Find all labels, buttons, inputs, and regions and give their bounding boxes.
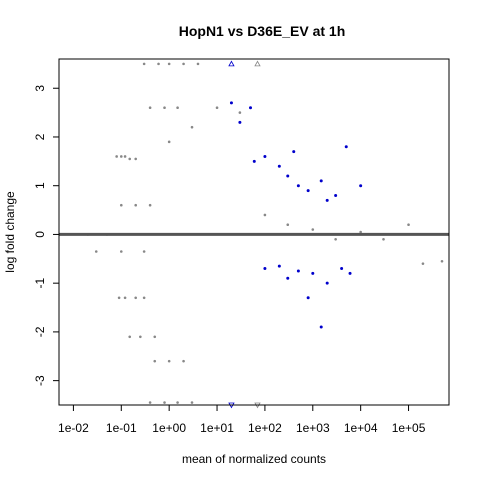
gene-point bbox=[190, 401, 194, 404]
gene-point bbox=[142, 250, 146, 253]
gene-point bbox=[407, 223, 410, 226]
x-tick-label: 1e+01 bbox=[200, 421, 234, 435]
gene-point bbox=[238, 111, 242, 114]
gene-point bbox=[142, 62, 146, 66]
gene-point bbox=[167, 62, 171, 66]
significant-gene-point bbox=[277, 164, 281, 168]
significant-gene-point bbox=[277, 264, 281, 268]
gene-point bbox=[119, 250, 123, 253]
gene-point bbox=[119, 155, 123, 158]
gene-point bbox=[440, 259, 444, 263]
y-tick-label: -3 bbox=[33, 375, 47, 386]
y-tick-label: 3 bbox=[33, 85, 47, 92]
x-tick-label: 1e-02 bbox=[58, 421, 89, 435]
gene-point bbox=[359, 230, 362, 234]
x-tick-label: 1e+03 bbox=[296, 421, 330, 435]
y-tick-label: -2 bbox=[33, 326, 47, 337]
off-scale-triangle bbox=[254, 60, 261, 67]
significant-gene-point bbox=[311, 271, 315, 275]
x-tick-label: 1e+04 bbox=[344, 421, 378, 435]
gene-point bbox=[142, 296, 146, 300]
significant-gene-point bbox=[292, 150, 296, 154]
gene-point bbox=[117, 296, 121, 300]
significant-gene-point bbox=[229, 101, 233, 105]
off-scale-triangle bbox=[228, 60, 235, 67]
gene-point bbox=[139, 335, 142, 339]
significant-gene-point bbox=[306, 189, 310, 193]
x-tick-label: 1e+05 bbox=[392, 421, 426, 435]
significant-gene-point bbox=[249, 106, 252, 110]
gene-point bbox=[148, 106, 152, 110]
significant-gene-point bbox=[306, 296, 310, 300]
gene-point bbox=[153, 335, 157, 339]
x-tick-label: 1e+00 bbox=[152, 421, 186, 435]
gene-point bbox=[311, 228, 315, 231]
significant-gene-point bbox=[263, 267, 267, 271]
gene-point bbox=[134, 296, 137, 300]
gene-point bbox=[115, 155, 118, 158]
gene-point bbox=[163, 106, 166, 110]
gene-point bbox=[148, 203, 152, 207]
y-tick-label: 1 bbox=[33, 182, 47, 189]
gene-point bbox=[167, 359, 171, 363]
gene-point bbox=[123, 296, 127, 300]
significant-gene-point bbox=[286, 276, 290, 280]
x-tick-label: 1e-01 bbox=[106, 421, 137, 435]
gene-point bbox=[334, 238, 337, 241]
significant-gene-point bbox=[325, 281, 329, 285]
gene-point bbox=[157, 62, 160, 66]
gene-point bbox=[128, 335, 132, 339]
gene-point bbox=[182, 62, 185, 66]
significant-gene-point bbox=[334, 193, 338, 197]
gene-point bbox=[190, 125, 194, 129]
gene-point bbox=[176, 106, 179, 110]
y-axis: -3 -2 -1 0 1 2 3 bbox=[33, 85, 60, 386]
significant-gene-point bbox=[263, 154, 267, 158]
gene-point bbox=[176, 401, 179, 404]
gene-point bbox=[286, 223, 290, 226]
gene-point bbox=[134, 157, 137, 161]
gene-point bbox=[123, 155, 127, 158]
gene-point bbox=[263, 213, 267, 217]
y-tick-label: 0 bbox=[33, 231, 47, 238]
gene-point bbox=[382, 238, 385, 241]
y-axis-label: log fold change bbox=[3, 191, 17, 273]
gene-point bbox=[128, 157, 132, 161]
y-tick-label: 2 bbox=[33, 133, 47, 140]
significant-gene-point bbox=[319, 179, 323, 183]
gene-point bbox=[196, 62, 200, 66]
gene-point bbox=[421, 262, 425, 265]
gene-point bbox=[119, 203, 123, 207]
gene-point bbox=[182, 359, 185, 363]
significant-gene-point bbox=[325, 198, 329, 202]
significant-gene-point bbox=[296, 269, 300, 273]
x-axis: 1e-02 1e-01 1e+00 1e+01 1e+02 1e+03 1e+04 1e+05 bbox=[58, 404, 426, 435]
significant-gene-point bbox=[319, 325, 323, 329]
significant-gene-point bbox=[348, 271, 352, 275]
x-tick-label: 1e+02 bbox=[248, 421, 282, 435]
gene-point bbox=[163, 401, 166, 404]
significant-gene-point bbox=[296, 184, 300, 188]
significant-gene-point bbox=[340, 267, 344, 271]
significant-gene-point bbox=[286, 174, 290, 178]
significant-gene-point bbox=[344, 145, 348, 149]
x-axis-label: mean of normalized counts bbox=[182, 452, 326, 466]
y-tick-label: -1 bbox=[33, 278, 47, 289]
gene-point bbox=[148, 401, 152, 404]
gene-point bbox=[134, 203, 137, 207]
chart-title: HopN1 vs D36E_EV at 1h bbox=[179, 23, 346, 39]
significant-gene-point bbox=[252, 159, 256, 163]
significant-gene-point bbox=[238, 120, 242, 124]
points-layer bbox=[86, 60, 444, 409]
gene-point bbox=[153, 359, 157, 363]
significant-gene-point bbox=[359, 184, 363, 188]
gene-point bbox=[94, 250, 98, 253]
gene-point bbox=[215, 106, 219, 110]
gene-point bbox=[167, 140, 171, 144]
plot-frame bbox=[58, 58, 450, 406]
